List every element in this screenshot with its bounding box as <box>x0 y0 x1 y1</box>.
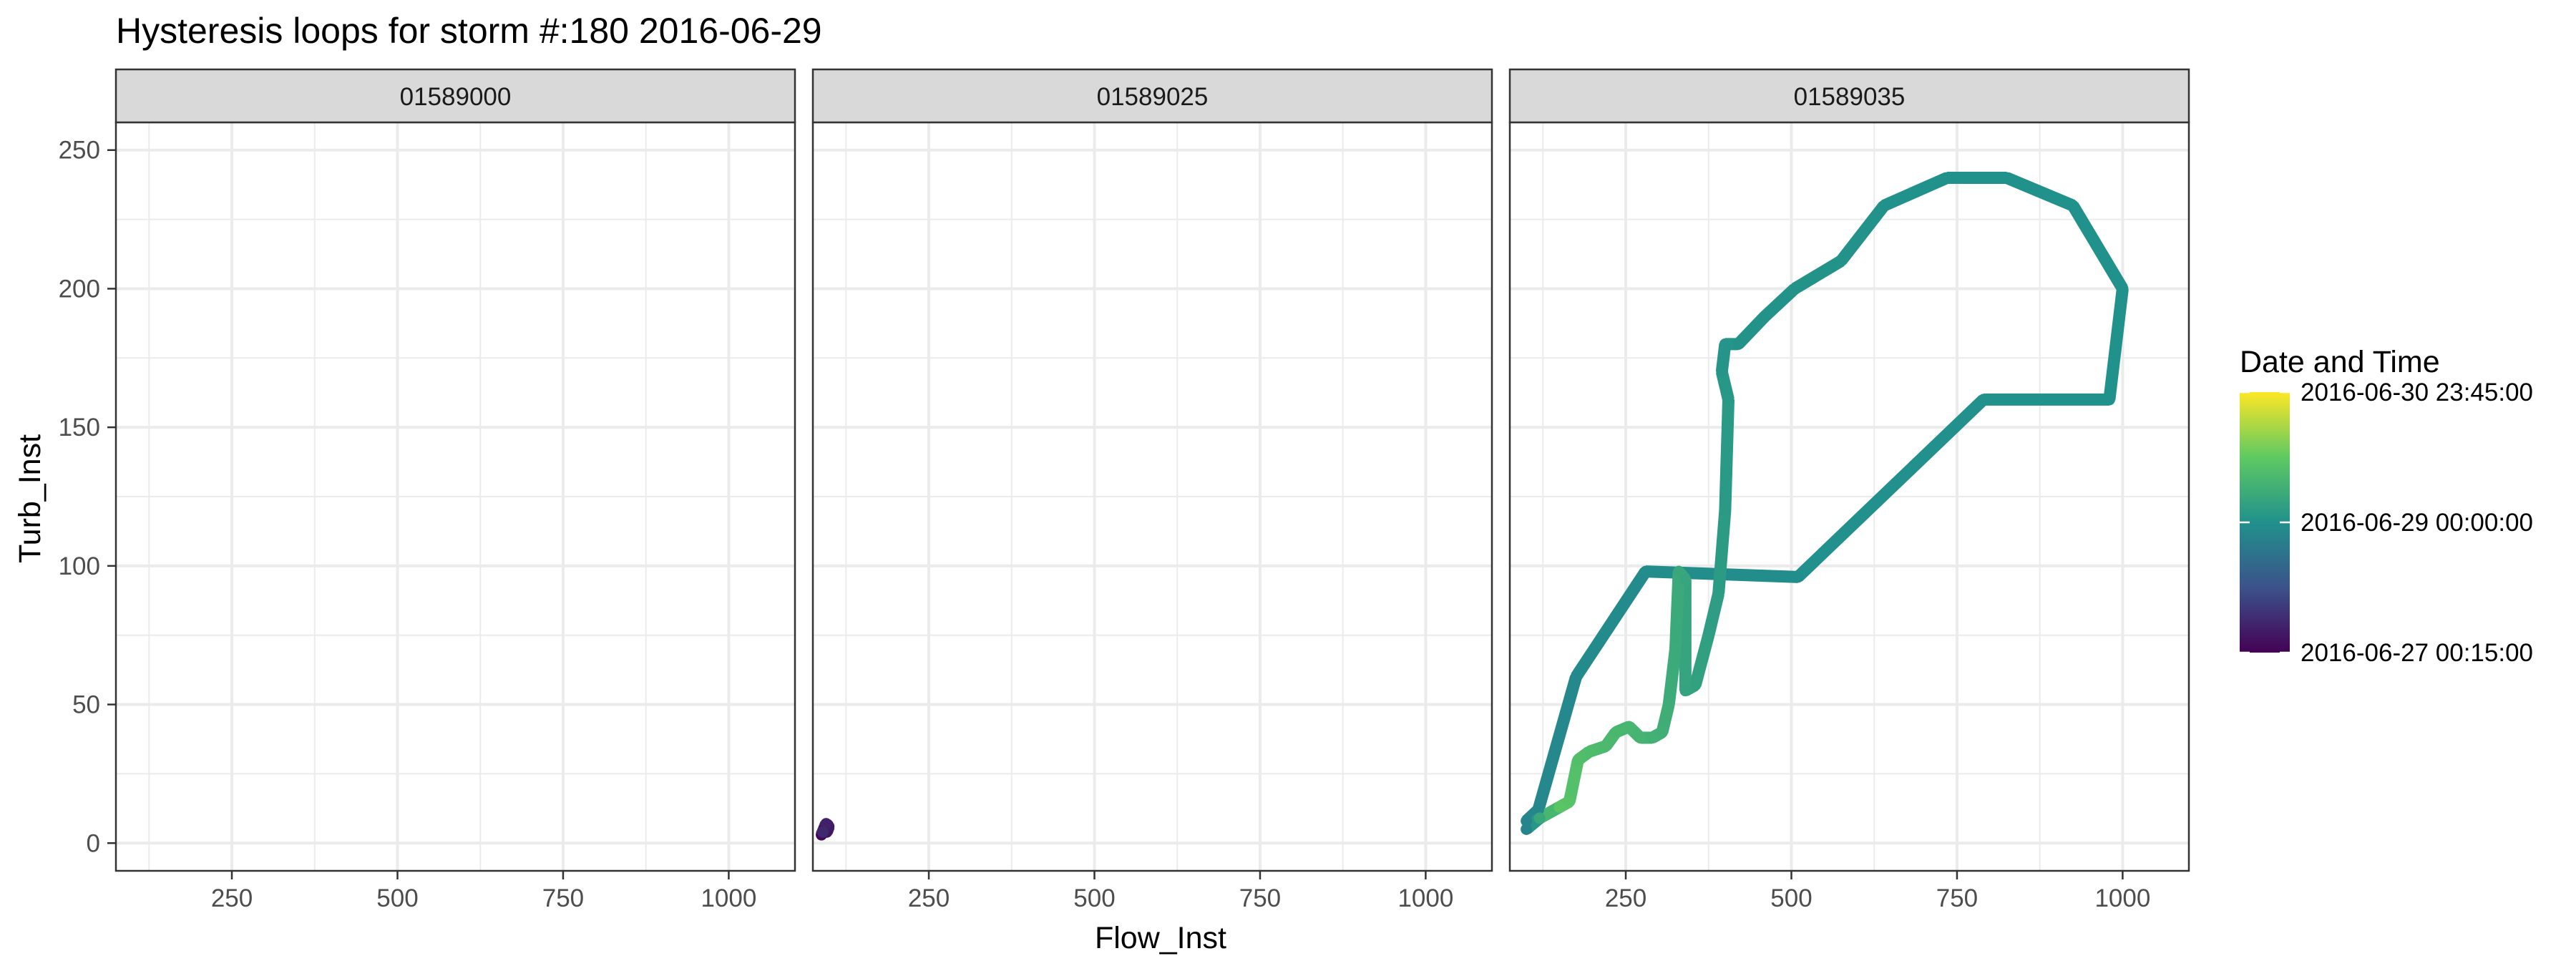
data-point <box>1789 283 1801 295</box>
x-tick-label: 750 <box>1936 884 1978 912</box>
data-point <box>1600 740 1612 752</box>
chart-title: Hysteresis loops for storm #:180 2016-06… <box>116 11 822 51</box>
data-point <box>1570 670 1582 683</box>
data-point <box>2067 200 2079 212</box>
x-tick-label: 750 <box>1239 884 1281 912</box>
series-segment <box>1719 399 1735 511</box>
data-point <box>1521 815 1533 827</box>
data-point <box>1553 801 1566 813</box>
y-tick-label: 200 <box>59 275 100 303</box>
x-tick-label: 1000 <box>701 884 756 912</box>
series-segment <box>1662 648 1682 706</box>
color-legend: Date and Time 2016-06-30 23:45:00 2016-06… <box>2240 345 2533 667</box>
y-tick-label: 0 <box>87 829 100 857</box>
series-segment <box>1791 255 1845 294</box>
series-segment <box>1712 509 1732 595</box>
data-point <box>1584 746 1596 758</box>
y-tick-label: 50 <box>72 691 100 719</box>
x-tick-label: 500 <box>1770 884 1812 912</box>
x-tick-label: 1000 <box>2094 884 2150 912</box>
data-point <box>1719 338 1731 350</box>
data-point <box>1702 629 1714 641</box>
y-tick-label: 150 <box>59 414 100 441</box>
series-segment <box>1571 567 1651 680</box>
data-point <box>1663 698 1675 711</box>
x-tick-label: 250 <box>1605 884 1646 912</box>
legend-label: 2016-06-29 00:00:00 <box>2301 509 2533 537</box>
data-point <box>1656 726 1668 738</box>
data-point <box>1673 565 1685 577</box>
x-tick-label: 750 <box>542 884 584 912</box>
data-point <box>1669 643 1682 655</box>
series-segment <box>1793 395 1988 582</box>
data-point <box>1533 812 1546 824</box>
facet-strip-label: 01589000 <box>400 83 512 111</box>
x-tick-label: 1000 <box>1397 884 1453 912</box>
series-segment <box>1689 633 1714 687</box>
data-point <box>1646 732 1659 744</box>
data-point <box>1639 565 1652 577</box>
series-segment <box>1532 675 1582 812</box>
facet-strip <box>811 68 1493 124</box>
series-segment <box>1734 312 1770 348</box>
facet-strip <box>1508 68 2190 124</box>
x-tick-label: 250 <box>211 884 253 912</box>
series-segment <box>2103 288 2129 401</box>
data-point <box>2103 394 2115 406</box>
data-point <box>1563 796 1576 808</box>
x-axis-title: Flow_Inst <box>1095 921 1226 955</box>
series-segment <box>1760 284 1799 321</box>
series-segment <box>1836 202 1889 265</box>
data-point <box>1679 685 1692 697</box>
data-point <box>1623 721 1635 733</box>
facet-panel: 01589035 250 500 750 1000 <box>1508 68 2190 912</box>
legend-label: 2016-06-30 23:45:00 <box>2301 379 2533 406</box>
data-point <box>1732 338 1745 350</box>
series-segment <box>1669 571 1685 650</box>
series-segment <box>2004 172 2076 212</box>
series-segment <box>1881 172 1950 212</box>
x-tick-label: 500 <box>376 884 418 912</box>
legend-label: 2016-06-27 00:15:00 <box>2301 639 2533 667</box>
data-point <box>1679 574 1692 586</box>
data-point <box>816 826 829 838</box>
data-point <box>1716 366 1728 378</box>
data-point <box>1572 754 1584 766</box>
data-point <box>1759 311 1771 323</box>
facet-strip-label: 01589025 <box>1097 83 1209 111</box>
data-point <box>1941 172 1953 184</box>
series-segment <box>1563 758 1584 803</box>
series-segment <box>2067 202 2128 292</box>
y-tick-label: 100 <box>59 552 100 580</box>
data-point <box>1977 394 1989 406</box>
data-point <box>1792 571 1804 583</box>
facet-strip <box>114 68 796 124</box>
x-tick-label: 250 <box>908 884 950 912</box>
data-point <box>2001 172 2013 184</box>
data-point <box>1719 504 1731 517</box>
data-point <box>1712 587 1724 600</box>
facet-strip-label: 01589035 <box>1794 83 1906 111</box>
data-point <box>1878 200 1890 212</box>
legend-title: Date and Time <box>2240 345 2440 379</box>
y-tick-label: 250 <box>59 137 100 165</box>
data-point <box>1835 255 1847 267</box>
data-point <box>1521 823 1533 835</box>
data-point <box>1610 726 1622 738</box>
data-point <box>1722 394 1735 406</box>
data-point <box>2117 283 2129 295</box>
y-axis-title: Turb_Inst <box>13 434 47 563</box>
x-tick-label: 500 <box>1073 884 1115 912</box>
facet-panel: 01589025 250 500 750 1000 <box>811 68 1493 912</box>
facet-panel: 01589000 250 500 750 1000 0 50 100 150 200 250 <box>59 68 796 912</box>
data-point <box>1689 679 1702 691</box>
series-segment <box>1702 592 1724 637</box>
data-point <box>1634 732 1646 744</box>
